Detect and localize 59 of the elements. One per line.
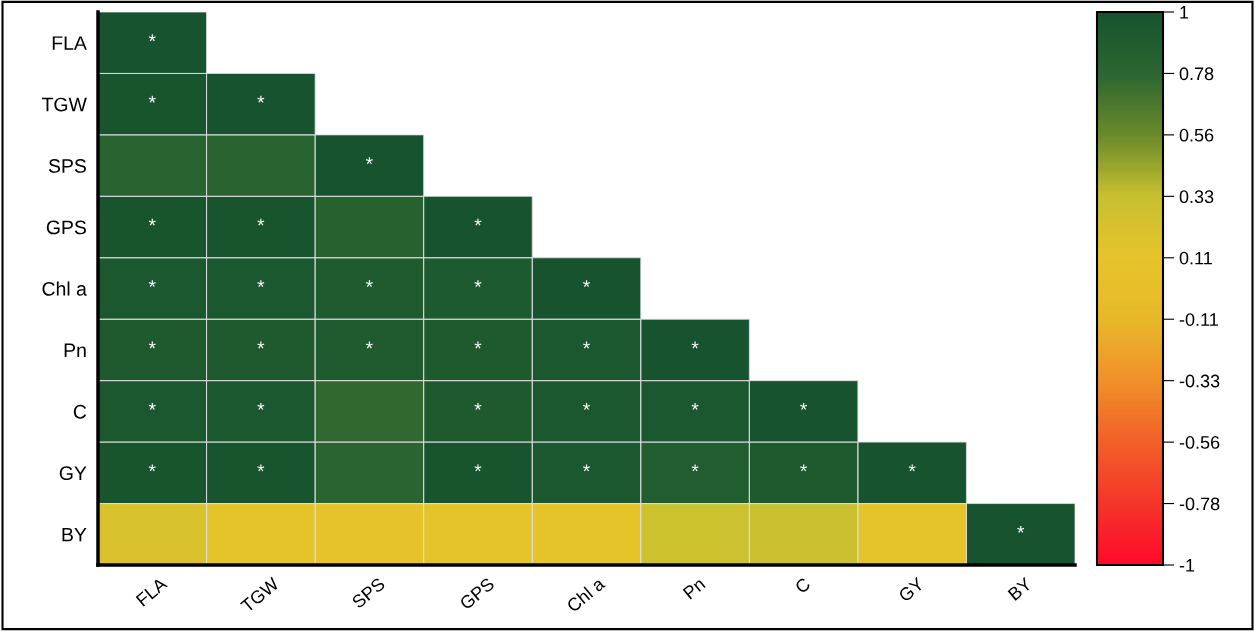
- y-tick-label: Chl a: [42, 281, 87, 296]
- x-tick-label: Pn: [682, 577, 706, 600]
- data-label: *: [148, 403, 156, 410]
- data-label: *: [583, 464, 590, 472]
- data-label: *: [257, 218, 265, 226]
- color-bar-label: -0.78: [1179, 497, 1220, 511]
- data-label: *: [148, 95, 156, 103]
- data-label: *: [583, 280, 590, 287]
- data-label: *: [583, 403, 590, 410]
- y-tick-label: TGW: [41, 97, 87, 112]
- data-label: *: [148, 34, 156, 42]
- data-label: *: [691, 464, 699, 472]
- y-tick-label: GPS: [46, 220, 86, 235]
- color-bar-label: 0.33: [1179, 190, 1214, 204]
- data-label: *: [148, 464, 156, 472]
- data-label: *: [800, 464, 808, 472]
- y-tick-label: C: [73, 404, 87, 419]
- x-tick-label: BY: [1007, 576, 1033, 601]
- data-label: *: [691, 403, 699, 410]
- color-bar-label: -0.11: [1179, 313, 1218, 326]
- x-tick-label: SPS: [351, 577, 386, 609]
- data-label: *: [148, 218, 156, 226]
- data-label: *: [1017, 525, 1025, 533]
- color-bar-label: 1: [1180, 6, 1189, 19]
- y-tick-label: GY: [59, 466, 87, 481]
- data-label: *: [257, 341, 265, 349]
- data-label: *: [908, 464, 916, 472]
- data-label: *: [257, 280, 265, 287]
- data-label: *: [474, 341, 482, 349]
- color-bar-label: -0.56: [1179, 436, 1220, 449]
- y-tick-label: Pn: [64, 343, 86, 357]
- data-label: *: [257, 403, 265, 410]
- color-bar-label: 0.78: [1179, 67, 1214, 81]
- data-label: *: [800, 403, 808, 410]
- data-label: *: [474, 218, 482, 226]
- data-label: *: [365, 157, 373, 165]
- color-bar-label: -0.33: [1179, 374, 1220, 388]
- data-label: *: [474, 280, 482, 287]
- x-tick-label: GPS: [458, 577, 496, 611]
- data-label: *: [148, 341, 156, 349]
- color-bar-label: -1: [1179, 559, 1195, 572]
- x-tick-label: C: [794, 576, 812, 595]
- x-tick-label: FLA: [135, 576, 168, 607]
- color-bar-label: 0.56: [1179, 128, 1214, 142]
- color-bar-label: 0.11: [1179, 251, 1212, 265]
- x-tick-label: Chl a: [565, 576, 606, 613]
- y-tick-label: SPS: [48, 159, 86, 173]
- data-label: *: [583, 341, 590, 349]
- data-label: *: [474, 403, 482, 410]
- data-label: *: [691, 341, 699, 349]
- data-label: *: [257, 464, 265, 472]
- data-label: *: [257, 95, 265, 103]
- data-label: *: [365, 280, 373, 287]
- y-tick-label: BY: [62, 527, 87, 542]
- x-tick-label: GY: [897, 576, 925, 603]
- data-label: *: [148, 280, 156, 287]
- y-tick-label: FLA: [52, 36, 87, 50]
- data-label: *: [474, 464, 482, 472]
- data-label: *: [365, 341, 373, 349]
